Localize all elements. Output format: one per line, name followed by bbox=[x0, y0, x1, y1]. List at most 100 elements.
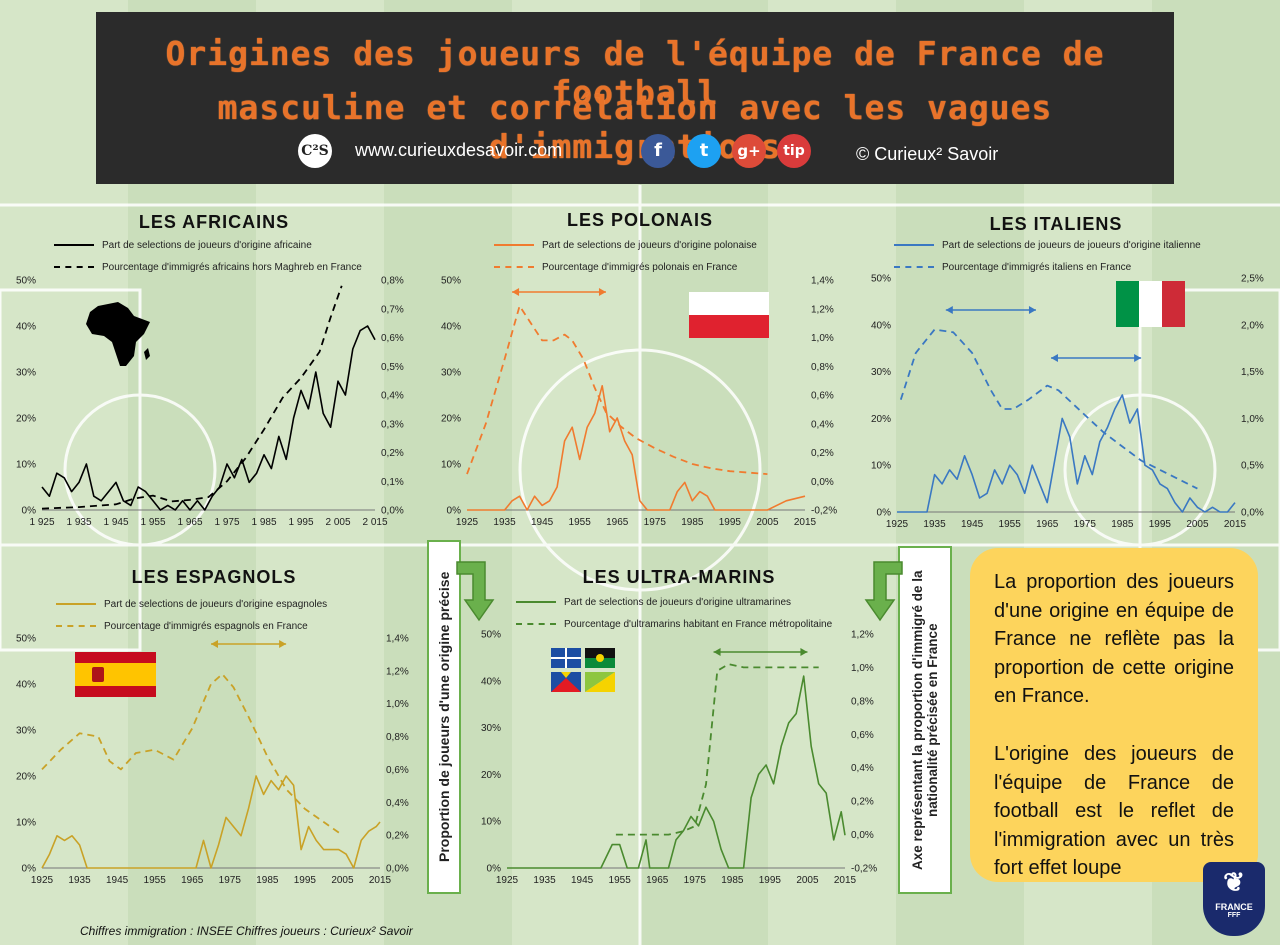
legend-italy: Part de selections de joueurs de joueurs… bbox=[894, 234, 1201, 278]
google-plus-icon[interactable]: g+ bbox=[732, 134, 766, 168]
period-arrow-head bbox=[1134, 354, 1142, 362]
x-tick-label: 1985 bbox=[256, 875, 279, 886]
x-tick-label: 1 985 bbox=[251, 517, 276, 528]
y-tick-label-left: 40% bbox=[481, 676, 501, 687]
legend-outremer-immigrants: Pourcentage d'ultramarins habitant en Fr… bbox=[564, 618, 833, 630]
period-arrow-head bbox=[1028, 306, 1036, 314]
y-tick-label-left: 30% bbox=[871, 367, 891, 378]
legend-outremer: Part de selections de joueurs d'origine … bbox=[516, 591, 832, 635]
x-tick-label: 1935 bbox=[68, 875, 91, 886]
y-tick-label-left: 40% bbox=[16, 322, 36, 333]
y-tick-label-right: 0,3% bbox=[381, 419, 404, 430]
period-arrow-head bbox=[945, 306, 953, 314]
facebook-icon[interactable]: f bbox=[641, 134, 675, 168]
africa-silhouette-icon bbox=[86, 302, 150, 366]
x-tick-label: 2005 bbox=[756, 517, 779, 528]
x-tick-label: 1985 bbox=[681, 517, 704, 528]
y-tick-label-left: 50% bbox=[441, 276, 461, 287]
y-tick-label-left: 0% bbox=[447, 506, 462, 517]
y-tick-label-right: 0,0% bbox=[851, 830, 874, 841]
x-tick-label: 1955 bbox=[999, 519, 1022, 530]
y-tick-label-right: 0,4% bbox=[851, 763, 874, 774]
x-tick-label: 2015 bbox=[369, 875, 392, 886]
series-line-players bbox=[507, 675, 846, 869]
x-tick-label: 1975 bbox=[644, 517, 667, 528]
y-tick-label-right: 1,2% bbox=[386, 666, 409, 677]
website-link[interactable]: www.curieuxdesavoir.com bbox=[355, 140, 563, 160]
legend-poland: Part de selections de joueurs d'origine … bbox=[494, 234, 757, 278]
x-tick-label: 1 955 bbox=[140, 517, 165, 528]
y-tick-label-left: 20% bbox=[481, 770, 501, 781]
x-tick-label: 1995 bbox=[759, 875, 782, 886]
y-tick-label-left: 20% bbox=[871, 414, 891, 425]
y-tick-label-right: 1,0% bbox=[386, 699, 409, 710]
x-tick-label: 1995 bbox=[1149, 519, 1172, 530]
y-tick-label-right: 1,4% bbox=[811, 276, 834, 287]
y-tick-label-right: 1,0% bbox=[811, 333, 834, 344]
x-tick-label: 2015 bbox=[794, 517, 817, 528]
y-tick-label-left: 10% bbox=[481, 817, 501, 828]
legend-spain-immigrants: Pourcentage d'immigrés espagnols en Fran… bbox=[104, 620, 308, 632]
series-line-players bbox=[897, 394, 1236, 513]
tip-icon[interactable]: tip bbox=[777, 134, 811, 168]
fff-logo-letters: FFF bbox=[1227, 912, 1241, 919]
x-tick-label: 2015 bbox=[834, 875, 857, 886]
legend-africa-immigrants: Pourcentage d'immigrés africains hors Ma… bbox=[102, 261, 362, 273]
vertical-label-immigrant-share: Axe représentant la proportion d'immigré… bbox=[898, 546, 952, 894]
series-line-players bbox=[41, 775, 381, 869]
curieux-savoir-logo-icon: C²S bbox=[298, 134, 332, 168]
y-tick-label-right: 0,0% bbox=[1241, 508, 1264, 519]
chart-africa: 0% 10% 20% 30% 40% 50% 0,0% 0,1% 0,2% 0,3% 0,4% 0,5… bbox=[16, 276, 404, 529]
x-tick-label: 2005 bbox=[796, 875, 819, 886]
y-tick-label-right: 0,7% bbox=[381, 304, 404, 315]
green-arrow-icon bbox=[864, 561, 903, 622]
y-tick-label-right: 0,2% bbox=[381, 448, 404, 459]
x-tick-label: 2005 bbox=[331, 875, 354, 886]
source-note: Chiffres immigration : INSEE Chiffres jo… bbox=[80, 924, 413, 938]
y-tick-label-right: 0,0% bbox=[381, 506, 404, 517]
y-tick-label-right: 1,0% bbox=[851, 663, 874, 674]
legend-italy-immigrants: Pourcentage d'immigrés italiens en Franc… bbox=[942, 261, 1132, 273]
y-tick-label-left: 0% bbox=[22, 864, 37, 875]
y-tick-label-right: 0,0% bbox=[386, 864, 409, 875]
y-tick-label-right: 0,8% bbox=[386, 732, 409, 743]
y-tick-label-right: 0,6% bbox=[851, 730, 874, 741]
panel-title-spain: LES ESPAGNOLS bbox=[131, 567, 297, 587]
x-tick-label: 1965 bbox=[646, 875, 669, 886]
y-tick-label-left: 30% bbox=[16, 368, 36, 379]
y-tick-label-right: 0,8% bbox=[851, 696, 874, 707]
x-tick-label: 1925 bbox=[456, 517, 479, 528]
period-arrow-head bbox=[279, 640, 287, 648]
y-tick-label-left: 50% bbox=[481, 630, 501, 641]
legend-spain: Part de selections de joueurs d'origine … bbox=[56, 593, 327, 637]
y-tick-label-right: 0,4% bbox=[381, 391, 404, 402]
conclusion-box: La proportion des joueurs d'une origine … bbox=[970, 548, 1258, 882]
y-tick-label-right: 2,0% bbox=[1241, 320, 1264, 331]
x-tick-label: 1965 bbox=[606, 517, 629, 528]
x-tick-label: 2015 bbox=[1224, 519, 1247, 530]
title-line-1: Origines des joueurs de l'équipe de Fran… bbox=[165, 34, 1105, 112]
x-tick-label: 1945 bbox=[571, 875, 594, 886]
green-arrow-icon bbox=[456, 561, 495, 622]
y-tick-label-left: 20% bbox=[16, 414, 36, 425]
y-tick-label-right: 2,5% bbox=[1241, 274, 1264, 285]
y-tick-label-right: 0,4% bbox=[811, 419, 834, 430]
fff-rooster-logo-icon: ❦ FRANCE FFF bbox=[1203, 862, 1265, 936]
y-tick-label-right: 0,6% bbox=[811, 391, 834, 402]
x-tick-label: 1995 bbox=[719, 517, 742, 528]
x-tick-label: 1985 bbox=[1111, 519, 1134, 530]
x-tick-label: 1965 bbox=[181, 875, 204, 886]
x-tick-label: 1935 bbox=[533, 875, 556, 886]
chart-poland: 0% 10% 20% 30% 40% 50% -0,2% 0,0% 0,2% 0,4% 0,6% 0,… bbox=[441, 276, 837, 529]
y-tick-label-left: 50% bbox=[871, 274, 891, 285]
x-tick-label: 1 945 bbox=[103, 517, 128, 528]
period-arrow-head bbox=[713, 648, 721, 656]
y-tick-label-right: 0,1% bbox=[381, 477, 404, 488]
x-tick-label: 2005 bbox=[1186, 519, 1209, 530]
series-line-immigrants bbox=[615, 663, 819, 836]
x-tick-label: 1935 bbox=[493, 517, 516, 528]
x-tick-label: 1 995 bbox=[288, 517, 313, 528]
chart-outremer: 0% 10% 20% 30% 40% 50% -0,2% 0,0% 0,2% 0,4% 0,6% 0,… bbox=[481, 630, 877, 887]
series-line-immigrants bbox=[41, 285, 343, 510]
twitter-icon[interactable]: t bbox=[687, 134, 721, 168]
